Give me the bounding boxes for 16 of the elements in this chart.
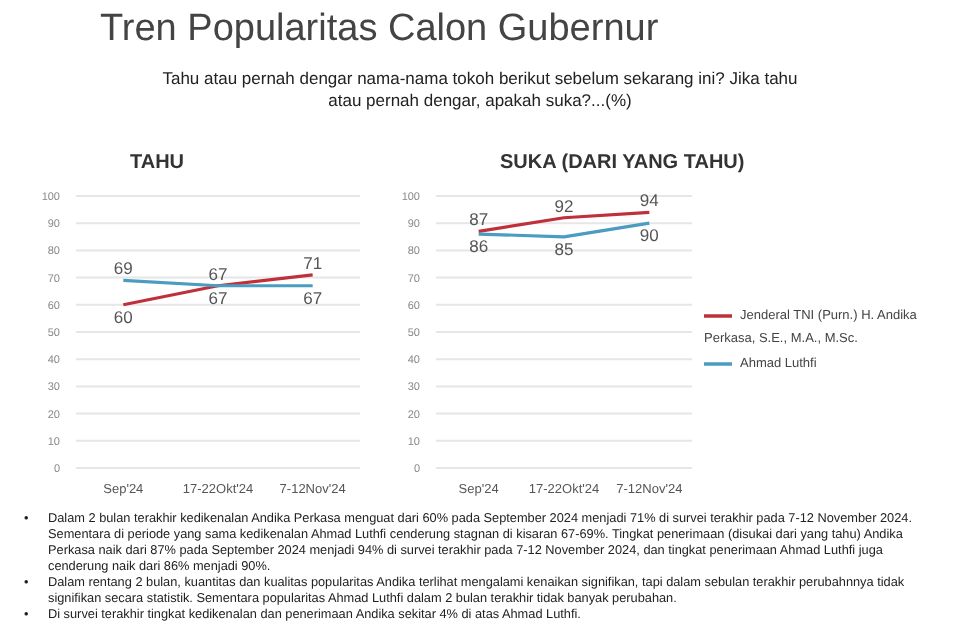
data-label: 92 [554,195,574,216]
data-label: 94 [639,190,660,211]
chart-title: TAHU [130,152,187,178]
data-label: 67 [208,287,228,308]
data-label: 67 [208,263,228,284]
text: Tren Popularitas Calon Gubernur [100,8,661,52]
data-label: 87 [469,209,489,230]
chart-title: SUKA (DARI YANG TAHU) [500,152,747,178]
text: Tahu atau pernah dengar nama-nama tokoh berikut sebelum sekarang ini? Jika tahu atau pernah dengar, apakah suka?...(%) [160,68,800,112]
data-label: 60 [113,306,134,327]
data-label: 71 [303,252,323,273]
data-label: 69 [113,258,134,279]
data-label: 86 [469,236,489,257]
data-label: 90 [639,225,660,246]
data-label: 67 [303,287,323,308]
data-label: 85 [554,238,574,259]
